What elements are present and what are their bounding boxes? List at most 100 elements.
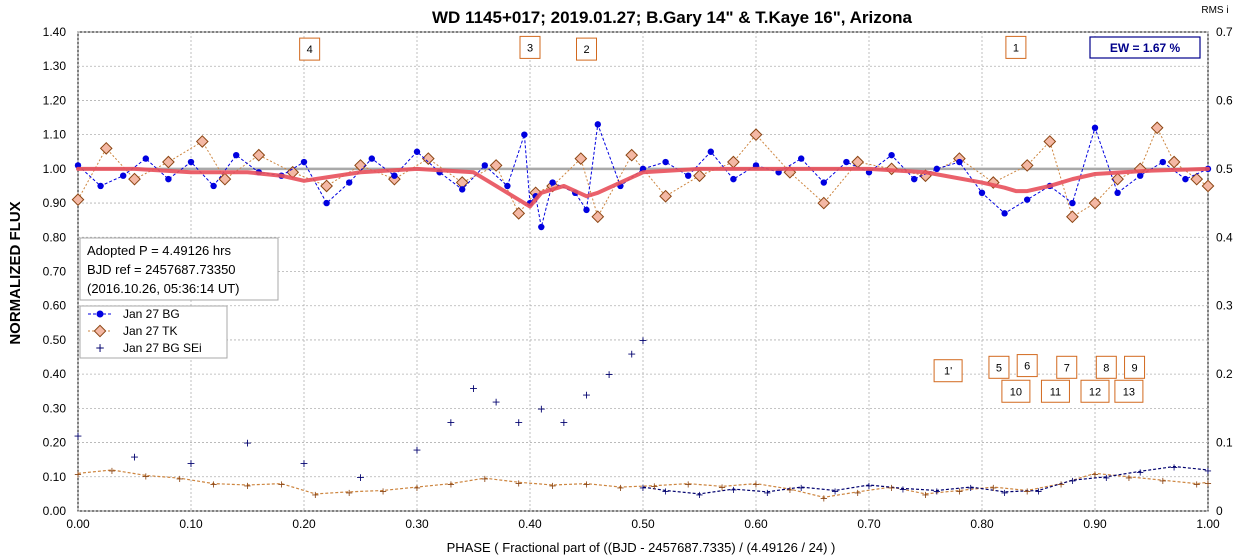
bg-point (978, 189, 986, 197)
rms-tk-point: + (142, 471, 150, 482)
bg-point (1114, 189, 1121, 197)
tk-point (659, 189, 672, 203)
rms-tk-point: + (989, 483, 997, 494)
bg-point (142, 155, 149, 162)
y-tick-label: 0.20 (43, 436, 67, 450)
event-marker-label: 3 (527, 42, 533, 54)
ew-label: EW = 1.67 % (1110, 41, 1181, 55)
sei-point: + (130, 450, 139, 463)
tk-point (218, 172, 232, 186)
event-marker-box (1005, 35, 1027, 59)
event-marker-box (1080, 379, 1110, 403)
rms-tk-point: + (786, 485, 794, 496)
grid-lines (77, 31, 1209, 512)
bg-point (346, 179, 353, 186)
rms-bg-point: + (865, 481, 873, 492)
sei-point: + (446, 416, 455, 429)
bg-point (300, 158, 308, 166)
bg-point (843, 158, 850, 166)
rms-bg-point: + (639, 483, 647, 494)
x-tick-label: 0.90 (1083, 517, 1107, 531)
chart-title: WD 1145+017; 2019.01.27; B.Gary 14" & T.… (432, 8, 912, 27)
event-markers: 4 3 2 1 1' 5 6 7 8 9 10 11 12 13 (299, 35, 1146, 403)
bg-point (504, 182, 511, 190)
tk-point (162, 155, 175, 169)
x-tick-label: 0.60 (744, 517, 768, 531)
bg-point (707, 148, 714, 155)
event-marker-box (1114, 379, 1144, 403)
x-tick-label: 0.20 (292, 517, 316, 531)
event-marker-label: 5 (996, 362, 1002, 374)
ew-box: EW = 1.67 % (1089, 36, 1201, 59)
bg-point (481, 162, 488, 169)
bg-point (187, 158, 195, 166)
rms-bg-point: + (1170, 463, 1178, 474)
x-tick-label: 0.70 (857, 517, 881, 531)
y-tick-label: 0.70 (43, 265, 67, 279)
legend-tk-label: Jan 27 TK (123, 324, 177, 338)
rms-tk-point: + (1125, 473, 1133, 484)
sei-point: + (514, 416, 523, 429)
rms-tk-point: + (176, 474, 184, 485)
rms-bg-point: + (1000, 488, 1008, 499)
bg-point (888, 151, 895, 159)
event-marker-box (1040, 379, 1070, 403)
x-tick-label: 0.10 (179, 517, 203, 531)
bg-point (1182, 175, 1189, 183)
bg-point (730, 175, 737, 183)
tk-point (128, 172, 141, 186)
y-tick-label: 0.40 (43, 367, 67, 381)
y-tick-label: 0.10 (43, 470, 67, 484)
rms-bg-point: + (763, 488, 771, 499)
event-marker-box (988, 355, 1010, 379)
x-tick-label: 1.00 (1196, 517, 1220, 531)
rms-bg-point: + (831, 486, 839, 497)
rms-tk-point: + (515, 478, 523, 489)
rms-tk-point: + (684, 480, 692, 491)
axis-ticks: 0.00 0.10 0.20 0.30 0.40 0.50 0.60 0.70 0.80 0.90… (43, 25, 1233, 531)
bg-point (911, 175, 918, 183)
rms-tk-point: + (718, 482, 726, 493)
event-marker-label: 4 (307, 44, 313, 56)
bg-point (521, 131, 528, 138)
y2-tick-label: 0.4 (1216, 230, 1233, 244)
y-tick-label: 1.20 (43, 93, 67, 107)
bg-point (1159, 158, 1167, 166)
tk-point (1111, 172, 1124, 186)
y2-tick-label: 0.1 (1216, 436, 1233, 450)
legend: Jan 27 BG Jan 27 TK + Jan 27 BG SEi (79, 305, 228, 359)
y-tick-label: 0.60 (43, 299, 67, 313)
bg-point (1091, 124, 1099, 131)
sei-point: + (627, 348, 636, 361)
bg-point (933, 165, 940, 173)
sei-point: + (559, 416, 568, 429)
event-marker-box (1001, 379, 1031, 403)
event-marker-label: 11 (1050, 386, 1061, 398)
sei-point: + (186, 457, 195, 470)
tk-point (1088, 196, 1102, 210)
rms-bg-point: + (1136, 467, 1144, 478)
sei-point: + (537, 402, 546, 415)
tk-point (455, 176, 469, 189)
bg-point (594, 121, 601, 128)
sei-point: + (412, 443, 421, 456)
event-marker-box (1016, 354, 1038, 378)
tk-point (1167, 155, 1181, 169)
bg-point (459, 186, 466, 193)
bg-point (391, 172, 398, 179)
sei-point: + (356, 471, 365, 484)
x-tick-label: 0.40 (518, 517, 542, 531)
legend-sei-label: Jan 27 BG SEi (123, 341, 202, 355)
rms-tk-line (77, 469, 1209, 498)
rms-bg-point: + (797, 483, 805, 494)
model-fit-group (76, 166, 1210, 209)
event-marker-label: 1' (944, 366, 952, 378)
data-series: + + + + + + ++ + + + + + + + + + + + + + ++ + ++ + + +++ + + + ++++++… (71, 121, 1215, 504)
bg-point (210, 182, 217, 190)
rms-bg-point: + (661, 486, 669, 497)
info-box: Adopted P = 4.49126 hrs BJD ref = 245768… (79, 237, 279, 301)
sei-point: + (604, 368, 613, 381)
bg-point (1023, 196, 1031, 203)
x-tick-label: 0.50 (631, 517, 655, 531)
rms-bg-point: + (967, 483, 975, 494)
